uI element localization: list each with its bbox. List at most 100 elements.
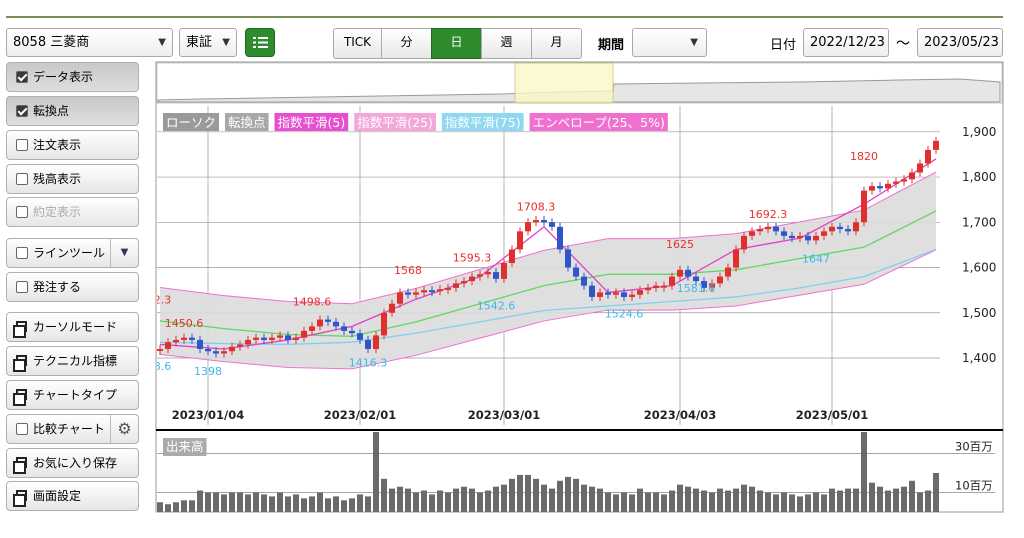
side-button[interactable]: ラインツール ▼ <box>6 238 139 268</box>
legend-swatch[interactable] <box>225 113 269 131</box>
side-label: テクニカル指標 <box>33 354 118 368</box>
volume-bar <box>261 494 267 512</box>
candle <box>365 339 371 349</box>
interval-button[interactable]: 日 <box>431 28 482 59</box>
candle <box>797 235 803 239</box>
volume-bar <box>709 492 715 512</box>
side-label: 比較チャート <box>33 422 105 436</box>
candle <box>637 290 643 295</box>
legend-swatch[interactable] <box>529 113 668 131</box>
x-tick-label: 2023/04/03 <box>644 408 716 422</box>
volume-bar <box>549 488 555 512</box>
date-from[interactable]: 2022/12/23 <box>803 28 889 57</box>
side-button[interactable]: 注文表示 <box>6 130 139 160</box>
navigator-window[interactable] <box>514 62 614 104</box>
side-button[interactable]: 残高表示 <box>6 164 139 194</box>
volume-bar <box>309 496 315 512</box>
candle <box>605 292 611 295</box>
volume-bar <box>517 474 523 512</box>
volume-bar <box>461 486 467 512</box>
candle <box>733 249 739 268</box>
x-tick-label: 2023/03/01 <box>468 408 540 422</box>
side-button[interactable]: 転換点 <box>6 96 139 126</box>
volume-bar <box>677 484 683 512</box>
side-button[interactable]: カーソルモード <box>6 312 139 342</box>
candle <box>597 292 603 297</box>
volume-bar <box>477 492 483 512</box>
symbol-select[interactable]: 8058 三菱商 ▼ <box>6 28 173 57</box>
legend-swatch[interactable] <box>354 113 436 131</box>
candle <box>621 292 627 297</box>
volume-bar <box>349 498 355 512</box>
side-button[interactable]: 画面設定 <box>6 481 139 511</box>
legend-swatch[interactable] <box>441 113 524 131</box>
volume-bar <box>629 494 635 512</box>
candle <box>477 274 483 277</box>
envelope-lower <box>159 249 937 370</box>
candle <box>269 337 275 340</box>
window-icon <box>13 457 27 474</box>
side-button[interactable]: 発注する <box>6 272 139 302</box>
volume-bar <box>557 480 563 512</box>
candle <box>669 276 675 286</box>
market-select[interactable]: 東証 ▼ <box>179 28 237 57</box>
y-tick-label: 1,400 <box>962 351 996 365</box>
volume-bar <box>533 478 539 512</box>
volume-bar <box>901 486 907 512</box>
low-label: 1581.6 <box>677 282 716 295</box>
volume-bar <box>909 480 915 512</box>
volume-bar <box>493 486 499 512</box>
interval-button[interactable]: 月 <box>531 28 582 59</box>
x-tick-label: 2023/05/01 <box>796 408 868 422</box>
side-button[interactable]: 比較チャート ⚙ <box>6 414 139 444</box>
legend-label[interactable]: 指数平滑(5) <box>278 115 346 130</box>
volume-bar <box>741 484 747 512</box>
interval-button[interactable]: 週 <box>481 28 532 59</box>
side-button[interactable]: データ表示 <box>6 62 139 92</box>
legend-label[interactable]: エンベロープ(25、5%) <box>533 115 665 130</box>
y-tick-label: 1,900 <box>962 125 996 139</box>
volume-title: 出来高 <box>166 439 204 454</box>
volume-bar <box>285 496 291 512</box>
volume-bar <box>301 498 307 512</box>
candle <box>749 231 755 236</box>
side-button[interactable]: お気に入り保存 <box>6 448 139 478</box>
candle <box>645 287 651 291</box>
candle <box>853 222 859 232</box>
volume-bar <box>181 500 187 512</box>
volume-bar <box>229 492 235 512</box>
gear-icon[interactable]: ⚙ <box>110 415 138 443</box>
side-label: データ表示 <box>33 70 94 84</box>
candle <box>277 335 283 338</box>
checkbox <box>16 206 28 218</box>
date-to[interactable]: 2023/05/23 <box>917 28 1003 57</box>
legend-swatch[interactable] <box>274 113 349 131</box>
volume-bar <box>613 494 619 512</box>
volume-bar <box>381 478 387 512</box>
legend-label[interactable]: 指数平滑(75) <box>445 115 521 130</box>
legend-swatch[interactable] <box>163 113 220 131</box>
high-label: 1450.6 <box>165 317 204 330</box>
candle <box>325 319 331 322</box>
volume-bar <box>813 492 819 512</box>
legend-label[interactable]: 指数平滑(25) <box>357 115 433 130</box>
period-select[interactable]: ▼ <box>632 28 707 57</box>
dropdown-arrow[interactable]: ▼ <box>110 239 138 267</box>
symbol: 8058 三菱商 <box>13 35 90 50</box>
legend-label[interactable]: ローソク <box>166 115 216 130</box>
side-button[interactable]: テクニカル指標 <box>6 346 139 376</box>
interval-button[interactable]: TICK <box>333 28 382 59</box>
list-button[interactable] <box>245 28 275 57</box>
side-button[interactable]: チャートタイプ <box>6 380 139 410</box>
candle <box>413 292 419 295</box>
candle <box>773 226 779 232</box>
volume-bar <box>605 492 611 512</box>
volume-bar <box>885 490 891 512</box>
volume-bar <box>781 492 787 512</box>
interval-button[interactable]: 分 <box>381 28 432 59</box>
candle <box>261 337 267 340</box>
candle <box>533 220 539 223</box>
legend-label[interactable]: 転換点 <box>228 115 266 130</box>
candle <box>765 226 771 230</box>
